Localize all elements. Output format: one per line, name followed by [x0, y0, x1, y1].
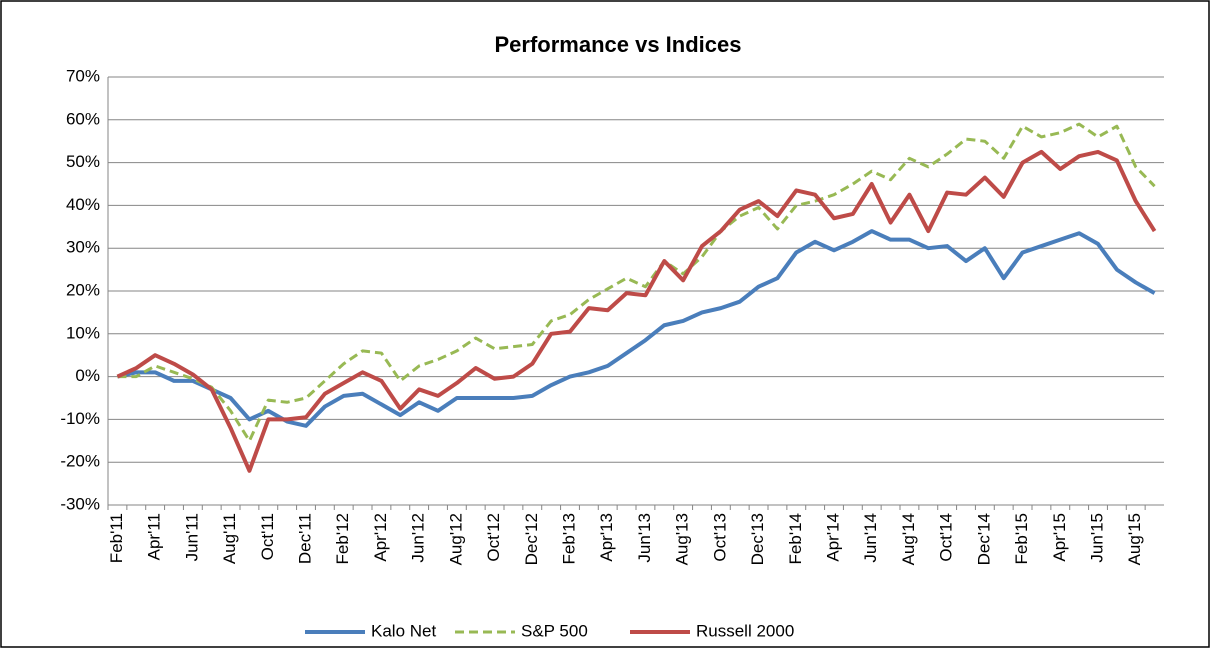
y-tick-label: -30% — [60, 494, 100, 513]
x-tick-label: Oct'12 — [484, 513, 503, 562]
x-tick-label: Jun'11 — [182, 513, 201, 561]
x-tick-label: Dec'14 — [974, 513, 993, 565]
x-tick-label: Apr'11 — [145, 513, 164, 560]
x-tick-label: Apr'12 — [371, 513, 390, 562]
x-tick-label: Jun'14 — [861, 513, 880, 563]
x-tick-label: Dec'11 — [295, 513, 314, 564]
x-tick-label: Dec'13 — [748, 513, 767, 565]
series-line — [116, 229, 1156, 428]
legend-label: Russell 2000 — [696, 621, 794, 640]
x-tick-label: Aug'12 — [446, 513, 465, 565]
y-tick-label: 0% — [75, 366, 100, 385]
chart-title: Performance vs Indices — [494, 32, 741, 57]
legend-label: Kalo Net — [371, 621, 436, 640]
y-tick-label: 60% — [66, 109, 100, 128]
x-tick-label: Feb'12 — [333, 513, 352, 564]
x-tick-label: Jun'15 — [1087, 513, 1106, 563]
x-tick-label: Jun'13 — [635, 513, 654, 563]
x-tick-label: Apr'15 — [1050, 513, 1069, 562]
x-tick-label: Feb'13 — [559, 513, 578, 564]
x-tick-label: Feb'11 — [107, 513, 126, 563]
x-tick-label: Aug'13 — [673, 513, 692, 565]
y-tick-label: 10% — [66, 323, 100, 342]
x-tick-label: Jun'12 — [409, 513, 428, 563]
y-tick-label: 40% — [66, 195, 100, 214]
x-tick-label: Apr'13 — [597, 513, 616, 562]
x-tick-label: Apr'14 — [823, 513, 842, 562]
y-tick-label: 70% — [66, 66, 100, 85]
y-tick-label: 50% — [66, 152, 100, 171]
x-tick-label: Oct'13 — [710, 513, 729, 562]
x-tick-label: Dec'12 — [522, 513, 541, 565]
x-tick-label: Feb'14 — [786, 513, 805, 564]
x-tick-label: Aug'14 — [899, 513, 918, 565]
y-tick-label: 20% — [66, 280, 100, 299]
series-line — [116, 149, 1157, 473]
y-tick-label: 30% — [66, 238, 100, 257]
x-tick-label: Oct'11 — [258, 513, 277, 560]
y-tick-label: -10% — [60, 409, 100, 428]
x-tick-label: Oct'14 — [937, 513, 956, 562]
series-line — [117, 122, 1156, 443]
legend-label: S&P 500 — [521, 621, 588, 640]
x-tick-label: Feb'15 — [1012, 513, 1031, 564]
x-tick-label: Aug'11 — [220, 513, 239, 564]
x-tick-label: Aug'15 — [1125, 513, 1144, 565]
y-tick-label: -20% — [60, 452, 100, 471]
